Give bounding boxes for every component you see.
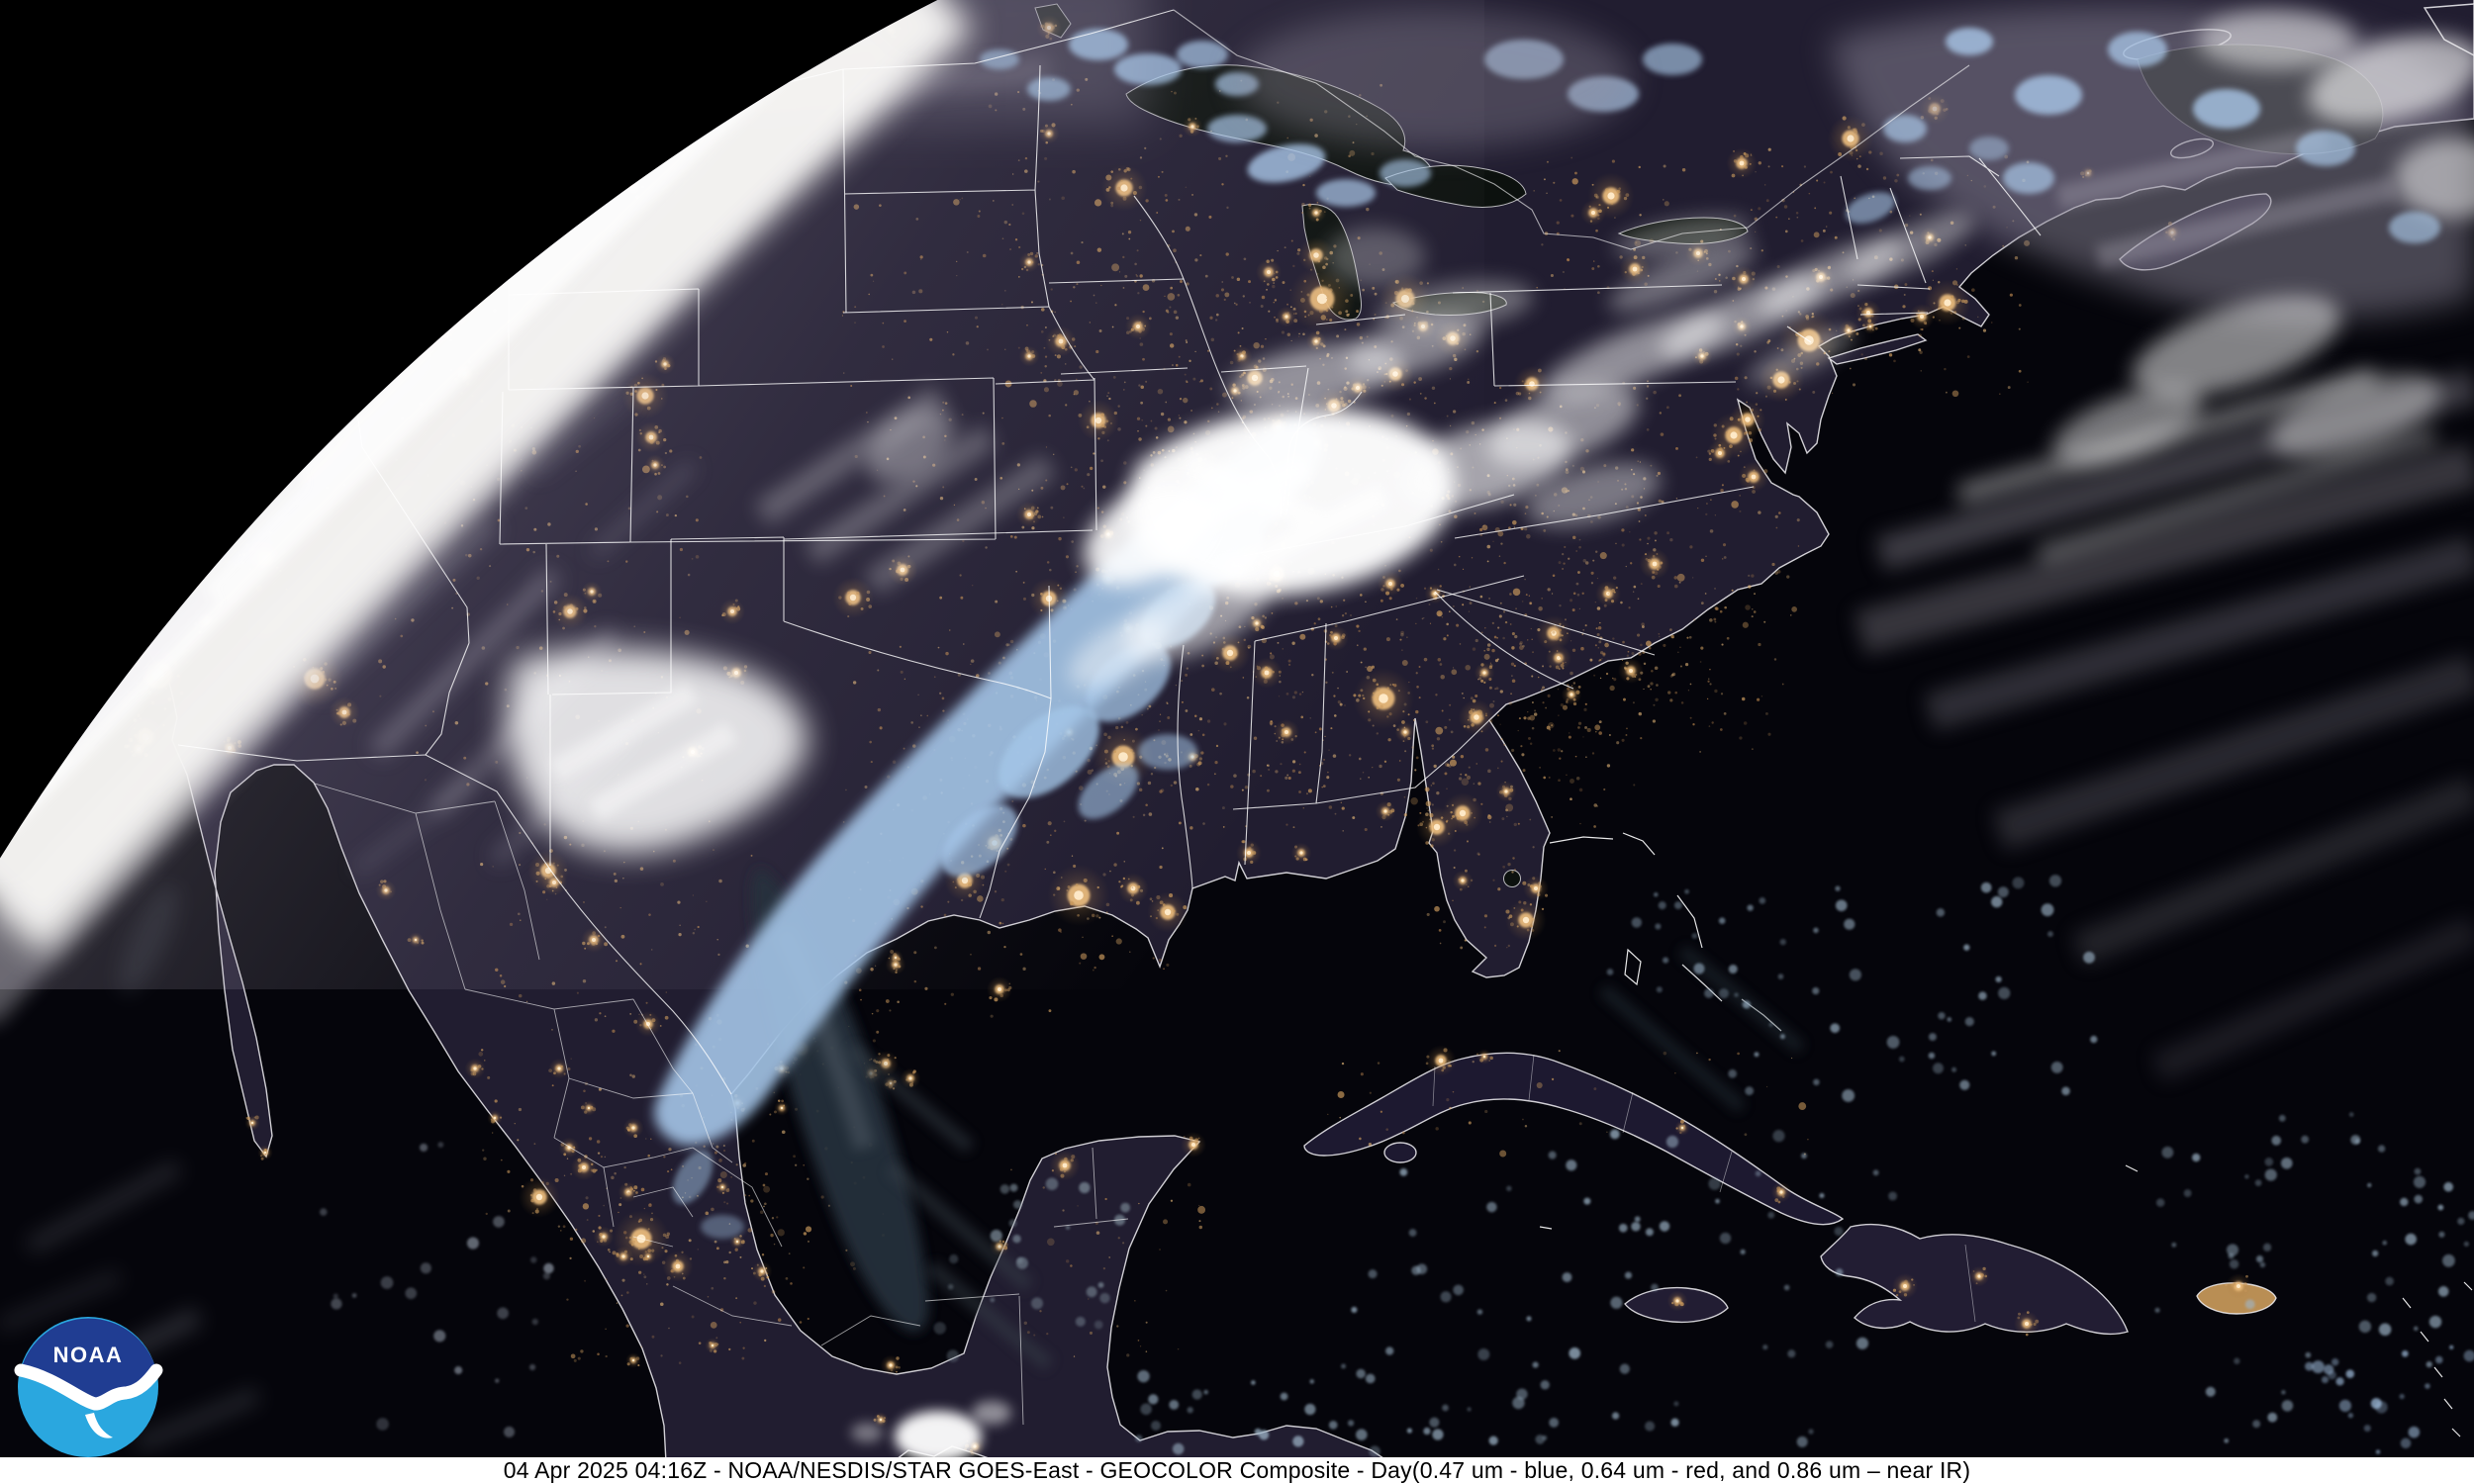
grand-bahama <box>1549 836 1614 844</box>
noaa-logo: NOAA <box>14 1317 163 1457</box>
eleuthera <box>1676 894 1703 949</box>
caption-text: 04 Apr 2025 04:16Z - NOAA/NESDIS/STAR GO… <box>503 1457 1971 1483</box>
abaco <box>1622 832 1656 856</box>
west-texas-cloud <box>506 648 809 854</box>
cuba <box>1303 1052 1845 1226</box>
guatemala-storm <box>895 1411 982 1457</box>
turks-caicos <box>2125 1164 2139 1172</box>
cayman <box>1539 1226 1553 1230</box>
exuma-chain <box>1681 964 1723 1002</box>
isle-of-youth <box>1383 1142 1417 1163</box>
noaa-gull-icon <box>14 1363 163 1411</box>
noaa-logo-text: NOAA <box>53 1343 124 1367</box>
long-island <box>1827 333 1928 365</box>
mexico-state-lines <box>314 783 1129 1426</box>
lesser-antilles <box>2402 1281 2473 1438</box>
tropical-cumulus-field <box>320 875 2474 1457</box>
andros <box>1624 948 1642 986</box>
cuba-province-lines <box>1432 1054 1976 1323</box>
map-boundaries <box>177 9 2042 1426</box>
caption-bar: 04 Apr 2025 04:16Z - NOAA/NESDIS/STAR GO… <box>0 1457 2474 1484</box>
lake-okeechobee <box>1503 870 1521 887</box>
ohio-valley-storm <box>1068 213 1974 689</box>
noaa-gull-tail <box>85 1413 113 1438</box>
snow-ice-patches <box>980 28 2440 243</box>
